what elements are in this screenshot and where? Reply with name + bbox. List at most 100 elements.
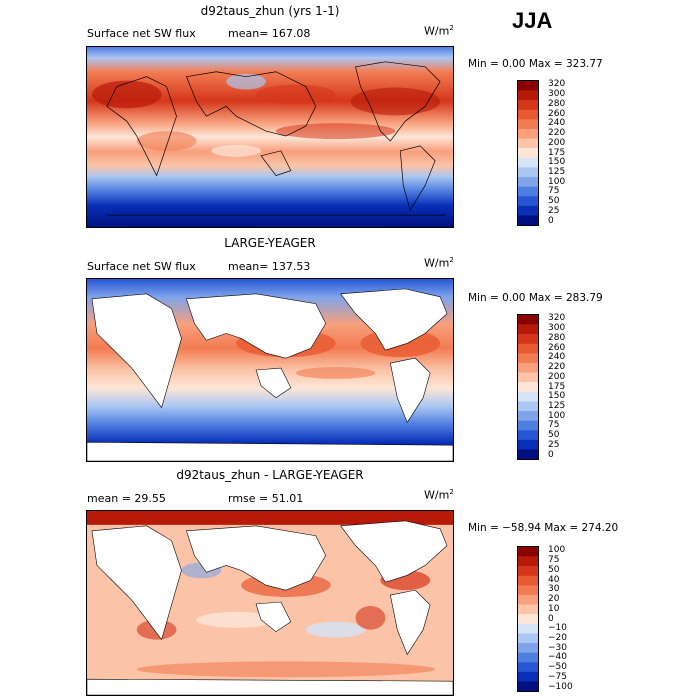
colorbar-swatch: [518, 411, 538, 421]
colorbar-swatch: [518, 547, 538, 557]
colorbar-swatch: [518, 196, 538, 206]
colorbar-swatch: [518, 420, 538, 431]
panel-2-colorbar-labels: 320 300 280 260 240 220 200 175 150 125 100 75 50 25 0: [548, 314, 588, 460]
panel-1-field-label: Surface net SW flux: [87, 27, 196, 40]
colorbar-swatch: [518, 449, 538, 459]
colorbar-swatch: [518, 148, 538, 158]
colorbar-swatch: [518, 556, 538, 567]
colorbar-label: 200: [548, 371, 566, 382]
colorbar-label: 320: [548, 79, 566, 90]
colorbar-label: 10: [548, 603, 560, 614]
colorbar-label: 240: [548, 118, 566, 129]
colorbar-label: 50: [548, 196, 560, 207]
colorbar-swatch: [518, 671, 538, 682]
panel-2-field-label: Surface net SW flux: [87, 260, 196, 273]
colorbar-label: 100: [548, 545, 566, 556]
panel-1-minmax: Min = 0.00 Max = 323.77: [468, 58, 603, 70]
colorbar-swatch: [518, 401, 538, 412]
colorbar-swatch: [518, 129, 538, 139]
colorbar-label: −10: [548, 623, 567, 634]
panel-3-unit: W/m2: [424, 488, 454, 502]
colorbar-label: 125: [548, 166, 566, 177]
colorbar-swatch: [518, 604, 538, 615]
colorbar-swatch: [518, 633, 538, 644]
colorbar-label: 175: [548, 147, 566, 158]
panel-3-title: d92taus_zhun - LARGE-YEAGER: [176, 468, 364, 482]
panel-2-mean: mean= 137.53: [228, 260, 311, 273]
colorbar-label: −75: [548, 671, 567, 682]
colorbar-swatch: [518, 315, 538, 325]
colorbar-label: 175: [548, 381, 566, 392]
colorbar-swatch: [518, 643, 538, 653]
panel-1-unit: W/m2: [424, 24, 454, 38]
colorbar-label: 100: [548, 176, 566, 187]
colorbar-swatch: [518, 585, 538, 596]
colorbar-swatch: [518, 614, 538, 624]
colorbar-swatch: [518, 100, 538, 110]
colorbar-swatch: [518, 662, 538, 672]
colorbar-label: −20: [548, 632, 567, 643]
colorbar-swatch: [518, 324, 538, 335]
colorbar-swatch: [518, 167, 538, 178]
panel-3-colorbar-labels: 100 75 50 40 30 20 10 0 −10 −20 −30 −40 −50 −75 −100: [548, 546, 588, 692]
colorbar-swatch: [518, 382, 538, 392]
colorbar-label: 50: [548, 430, 560, 441]
colorbar-label: 0: [548, 449, 554, 460]
colorbar-label: 150: [548, 157, 566, 168]
panel-3-map: [86, 510, 454, 696]
colorbar-label: 240: [548, 352, 566, 363]
colorbar-swatch: [518, 623, 538, 634]
panel-2-colorbar: [517, 314, 539, 460]
panel-1-map: [86, 46, 454, 228]
colorbar-swatch: [518, 215, 538, 225]
colorbar-swatch: [518, 363, 538, 373]
colorbar-swatch: [518, 372, 538, 383]
panel-1-title: d92taus_zhun (yrs 1-1): [200, 4, 340, 18]
panel-2-unit: W/m2: [424, 256, 454, 270]
colorbar-swatch: [518, 205, 538, 216]
colorbar-label: 40: [548, 574, 560, 585]
colorbar-swatch: [518, 186, 538, 197]
colorbar-swatch: [518, 430, 538, 440]
colorbar-label: 320: [548, 313, 566, 324]
colorbar-swatch: [518, 138, 538, 149]
panel-3-mean: mean = 29.55: [87, 492, 166, 505]
colorbar-swatch: [518, 681, 538, 691]
colorbar-label: 260: [548, 342, 566, 353]
colorbar-swatch: [518, 353, 538, 364]
colorbar-label: 220: [548, 362, 566, 373]
season-label: JJA: [512, 8, 553, 33]
colorbar-label: 300: [548, 89, 566, 100]
panel-2-title: LARGE-YEAGER: [224, 236, 316, 250]
colorbar-label: −30: [548, 642, 567, 653]
panel-3-rmse: rmse = 51.01: [228, 492, 304, 505]
colorbar-swatch: [518, 90, 538, 101]
colorbar-swatch: [518, 177, 538, 187]
colorbar-swatch: [518, 334, 538, 344]
colorbar-swatch: [518, 109, 538, 120]
panel-2-minmax: Min = 0.00 Max = 283.79: [468, 292, 603, 304]
colorbar-swatch: [518, 157, 538, 168]
colorbar-swatch: [518, 343, 538, 354]
colorbar-label: 0: [548, 613, 554, 624]
colorbar-label: 280: [548, 332, 566, 343]
colorbar-label: 300: [548, 323, 566, 334]
colorbar-label: 75: [548, 555, 560, 566]
colorbar-label: 125: [548, 400, 566, 411]
panel-3-colorbar: [517, 546, 539, 692]
panel-1-colorbar: [517, 80, 539, 226]
colorbar-label: 100: [548, 410, 566, 421]
colorbar-label: 75: [548, 420, 560, 431]
colorbar-swatch: [518, 595, 538, 605]
colorbar-label: 150: [548, 391, 566, 402]
colorbar-swatch: [518, 391, 538, 402]
colorbar-label: 25: [548, 205, 560, 216]
colorbar-label: 0: [548, 215, 554, 226]
panel-3-minmax: Min = −58.94 Max = 274.20: [468, 522, 619, 534]
colorbar-swatch: [518, 566, 538, 576]
colorbar-label: 200: [548, 137, 566, 148]
colorbar-label: −100: [548, 681, 573, 692]
colorbar-label: 25: [548, 439, 560, 450]
colorbar-label: −50: [548, 662, 567, 673]
colorbar-swatch: [518, 575, 538, 586]
